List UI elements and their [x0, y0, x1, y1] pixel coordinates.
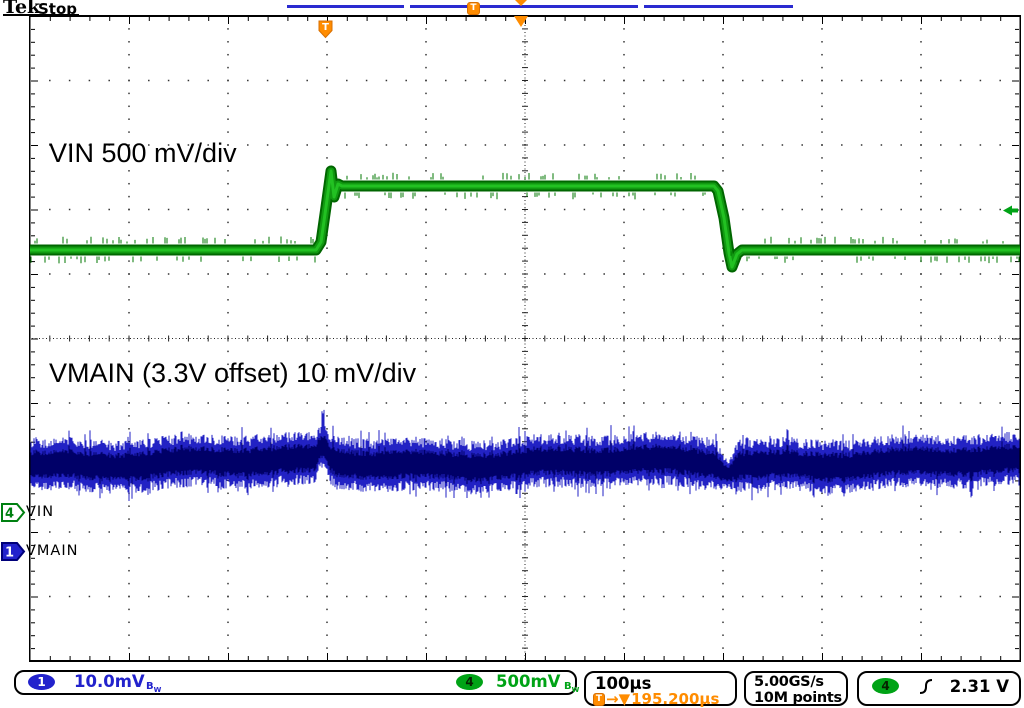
ch1-position-marker[interactable]: 1: [1, 541, 26, 563]
trigger-delay-t-icon: T: [593, 692, 605, 706]
logo-underline: [3, 14, 79, 16]
ch1-badge: 1: [28, 674, 55, 690]
vmain-annotation: VMAIN (3.3V offset) 10 mV/div: [49, 358, 417, 388]
trigger-position-flag-icon[interactable]: T: [318, 20, 334, 39]
record-view-bar-segment: [644, 5, 793, 8]
horizontal-readout-box[interactable]: 100µs T →▼ 195.200µs: [584, 671, 737, 708]
ch1-scale-readout: 10.0mV: [74, 672, 145, 691]
trigger-source-badge: 4: [872, 678, 899, 694]
ch1-name-label: VMAIN: [26, 543, 79, 559]
timebase-readout: 100µs: [595, 674, 652, 693]
vin-annotation: VIN 500 mV/div: [49, 138, 237, 168]
expansion-point-triangle-icon: [514, 16, 528, 27]
record-length-readout: 10M points: [754, 690, 842, 706]
ch4-bandwidth-limit-icon: BW: [564, 681, 580, 694]
trigger-level-readout: 2.31 V: [949, 677, 1009, 696]
trigger-readout-box[interactable]: 4 2.31 V: [857, 671, 1021, 706]
ch4-scale-readout: 500mV: [496, 672, 561, 691]
trigger-level-arrow-icon[interactable]: [1001, 203, 1019, 218]
record-expansion-triangle-icon: [515, 0, 527, 6]
tek-logo: Tek: [3, 0, 41, 18]
svg-text:4: 4: [5, 507, 14, 522]
acquisition-readout-box[interactable]: 5.00GS/s 10M points: [744, 671, 848, 706]
channel-readouts-box[interactable]: 1 10.0mV BW 4 500mV BW: [14, 670, 580, 695]
record-trigger-position-icon: T: [467, 2, 480, 15]
ch4-position-marker[interactable]: 4: [1, 502, 26, 524]
rising-edge-slope-icon: [919, 679, 933, 694]
record-view-bar-segment: [410, 5, 638, 8]
ch4-badge: 4: [456, 674, 483, 690]
svg-text:T: T: [322, 22, 329, 33]
trigger-delay-readout: T →▼ 195.200µs: [593, 690, 719, 708]
ch1-bandwidth-limit-icon: BW: [146, 681, 162, 694]
record-view-bar-segment: [287, 5, 404, 8]
sample-rate-readout: 5.00GS/s: [754, 674, 824, 690]
svg-text:1: 1: [5, 546, 14, 561]
ch4-name-label: VIN: [26, 504, 55, 520]
acquisition-status: Stop: [38, 0, 78, 18]
